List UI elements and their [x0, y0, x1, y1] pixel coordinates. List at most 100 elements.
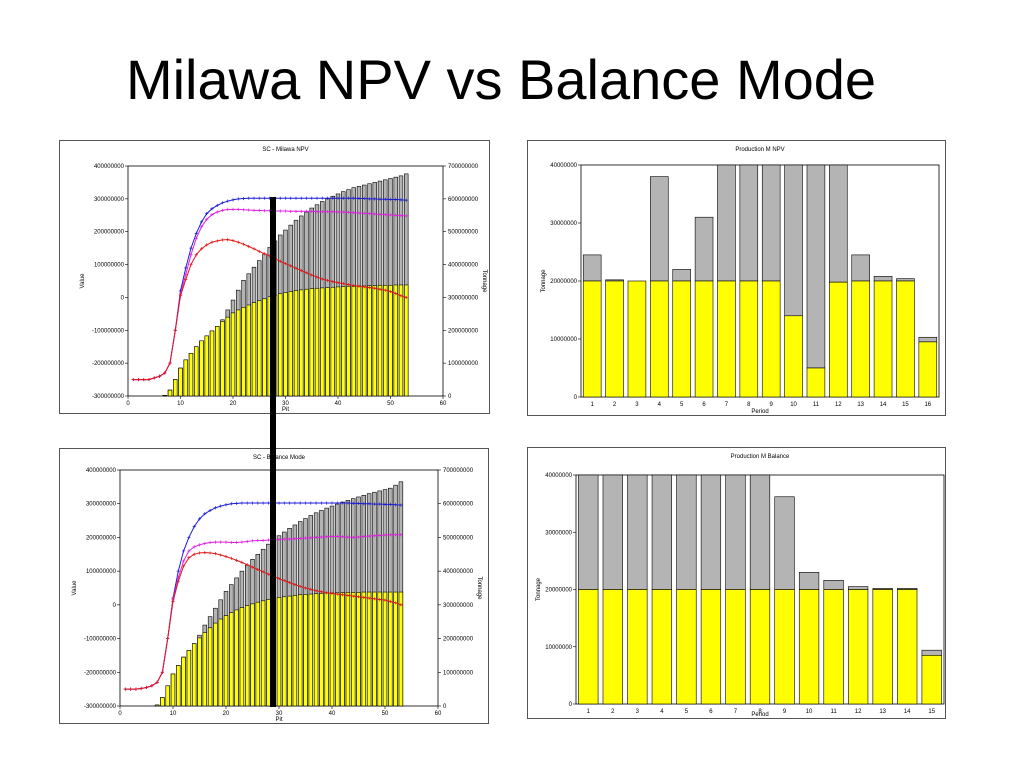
line-point-marker: [226, 207, 230, 211]
y-tick-label: 100000000: [86, 569, 117, 575]
tonnage-ore-bar: [351, 285, 356, 397]
tonnage-ore-bar: [921, 655, 942, 705]
line-point-marker: [208, 508, 212, 513]
y2-axis-label: Tonnage: [476, 576, 482, 600]
line-point-marker: [357, 196, 361, 201]
tonnage-ore-bar: [918, 341, 938, 398]
y-tick-label: 20000000: [550, 279, 577, 285]
line-point-marker: [356, 535, 361, 539]
tonnage-ore-bar: [236, 309, 241, 397]
line-point-marker: [226, 238, 230, 242]
tonnage-waste-bar: [725, 474, 746, 590]
y-tick-label: 0: [574, 395, 578, 401]
line-point-marker: [245, 501, 249, 505]
line-point-marker: [250, 565, 255, 569]
line-point-marker: [283, 196, 288, 200]
tonnage-ore-bar: [276, 597, 282, 707]
line-point-marker: [210, 207, 214, 211]
line-point-marker: [139, 686, 143, 691]
line-point-marker: [319, 535, 323, 539]
line-point-marker: [236, 240, 240, 244]
x-tick-label: 20: [230, 401, 237, 407]
tonnage-ore-bar: [176, 665, 181, 707]
line-point-marker: [336, 196, 340, 200]
line-point-marker: [378, 597, 382, 602]
tonnage-ore-bar: [303, 594, 308, 707]
line-point-marker: [404, 295, 408, 300]
y-axis-label: Tonnage: [536, 577, 542, 601]
x-tick-label: 8: [758, 709, 762, 715]
x-tick-label: 2: [613, 402, 617, 408]
tonnage-ore-bar: [154, 704, 160, 707]
tonnage-ore-bar: [329, 592, 335, 707]
line-point-marker: [184, 266, 188, 270]
tonnage-ore-bar: [372, 591, 377, 707]
tonnage-waste-bar: [784, 164, 803, 317]
y-axis-label: Tonnage: [541, 269, 547, 293]
tonnage-waste-bar: [806, 164, 826, 369]
line-point-marker: [192, 552, 196, 556]
line-point-marker: [278, 259, 282, 263]
y2-tick-label: 400000000: [448, 263, 479, 269]
tonnage-ore-bar: [325, 287, 330, 397]
line-point-marker: [346, 593, 350, 598]
x-tick-label: 20: [223, 711, 230, 717]
tonnage-ore-bar: [361, 591, 367, 707]
x-tick-label: 10: [806, 709, 813, 715]
line-point-marker: [294, 196, 298, 200]
line-point-marker: [336, 281, 340, 285]
line-point-marker: [219, 504, 223, 508]
line-point-marker: [184, 277, 188, 281]
chart-panel-production-m-balance: Production M Balance 1 2 3 4 5 6 7 8 9 10 11 12 13 14 1…: [527, 447, 946, 719]
y-axis-label: Value: [80, 273, 86, 289]
line-point-marker: [189, 246, 193, 250]
x-tick-label: 15: [902, 402, 909, 408]
y2-tick-label: 600000000: [443, 502, 474, 508]
line-point-marker: [224, 503, 228, 507]
tonnage-ore-bar: [319, 593, 324, 707]
line-point-marker: [229, 556, 233, 560]
line-point-marker: [298, 584, 302, 588]
tonnage-ore-bar: [255, 601, 261, 707]
line-point-marker: [252, 247, 256, 251]
line-point-marker: [194, 231, 198, 235]
line-point-marker: [399, 214, 403, 218]
line-point-marker: [356, 501, 361, 505]
tonnage-ore-bar: [309, 288, 314, 397]
tonnage-ore-bar: [602, 589, 623, 705]
line-point-marker: [213, 506, 217, 510]
line-point-marker: [362, 502, 366, 506]
tonnage-ore-bar: [367, 285, 372, 397]
line-point-marker: [231, 207, 235, 211]
line-point-marker: [330, 591, 334, 595]
line-point-marker: [266, 538, 270, 542]
line-point-marker: [262, 252, 267, 256]
y2-tick-label: 0: [448, 394, 452, 400]
line-point-marker: [303, 536, 308, 540]
y2-tick-label: 500000000: [448, 230, 479, 236]
line-point-marker: [293, 583, 297, 587]
tonnage-waste-bar: [700, 474, 722, 590]
line-point-marker: [331, 210, 335, 214]
line-point-marker: [224, 540, 228, 544]
line-point-marker: [309, 536, 313, 540]
tonnage-waste-bar: [798, 572, 820, 590]
line-point-marker: [367, 212, 372, 216]
line-point-marker: [298, 536, 302, 541]
line-point-marker: [278, 196, 282, 200]
x-tick-label: 5: [680, 402, 684, 408]
tonnage-ore-bar: [239, 607, 245, 707]
line-point-marker: [304, 271, 309, 275]
line-point-marker: [372, 502, 376, 506]
line-point-marker: [309, 501, 313, 505]
tonnage-ore-bar: [288, 291, 293, 397]
line-point-marker: [210, 240, 214, 244]
line-point-marker: [208, 551, 212, 555]
y-tick-label: 30000000: [545, 530, 572, 536]
y2-tick-label: 100000000: [448, 361, 479, 367]
line-point-marker: [404, 198, 408, 202]
line-point-marker: [335, 592, 339, 596]
line-point-marker: [173, 328, 177, 332]
y-axis-label: Value: [72, 580, 78, 596]
